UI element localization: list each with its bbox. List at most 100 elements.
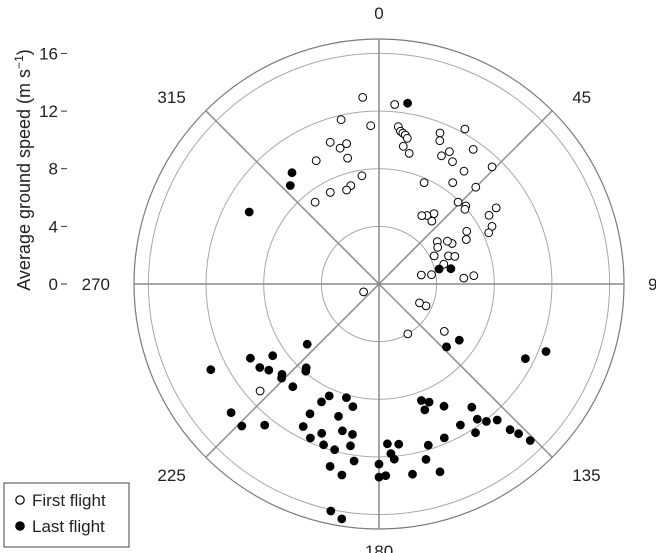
first-flight-point [459, 166, 469, 176]
last-flight-point [324, 391, 334, 401]
last-flight-point [317, 428, 327, 438]
last-flight-point [435, 467, 445, 477]
first-flight-point [325, 188, 335, 197]
last-flight-point [337, 514, 347, 524]
radial-tick-label: 16 [39, 44, 58, 63]
last-flight-point [330, 445, 340, 455]
last-flight-point [319, 440, 329, 450]
data-points [206, 93, 551, 524]
last-flight-point [348, 430, 357, 439]
first-flight-point [417, 211, 427, 221]
angle-label-315: 315 [157, 88, 185, 107]
first-flight-point [460, 204, 470, 214]
first-flight-point [468, 145, 478, 154]
last-flight-point [206, 365, 216, 375]
last-flight-point [420, 405, 430, 415]
last-flight-point [348, 402, 358, 412]
first-flight-point [435, 136, 445, 146]
first-flight-point [448, 178, 458, 188]
legend-label-first-flight: First flight [32, 491, 106, 510]
angle-label-45: 45 [572, 88, 591, 107]
last-flight-point [337, 470, 347, 480]
last-flight-point [471, 428, 480, 438]
last-flight-point [244, 207, 254, 217]
first-flight-point [484, 210, 494, 220]
last-flight-point [226, 408, 236, 418]
first-flight-point [453, 197, 463, 207]
first-flight-point [459, 273, 469, 283]
last-flight-point [285, 181, 295, 190]
last-flight-point [255, 363, 265, 372]
first-flight-point [342, 139, 352, 149]
last-flight-point [346, 441, 355, 451]
first-flight-point [435, 128, 445, 138]
first-flight-point [460, 124, 470, 134]
first-flight-point [462, 226, 472, 236]
first-flight-point [461, 235, 471, 244]
last-flight-point [277, 373, 287, 383]
last-flight-point [521, 354, 530, 364]
legend-label-last-flight: Last flight [32, 517, 105, 536]
last-flight-point [325, 462, 335, 471]
angle-label-225: 225 [157, 466, 185, 485]
last-flight-point [260, 420, 270, 430]
last-flight-point [541, 347, 551, 356]
first-flight-point [357, 171, 367, 181]
first-flight-point [469, 271, 479, 281]
last-flight-point [424, 397, 434, 407]
radial-tick-label: 0 [49, 275, 58, 294]
polar-grid [133, 38, 625, 530]
first-flight-point [429, 251, 439, 261]
last-flight-point [264, 365, 274, 375]
first-flight-point [491, 203, 501, 213]
first-flight-point [437, 151, 446, 161]
first-flight-point [311, 156, 321, 166]
last-flight-point [268, 351, 278, 361]
last-flight-point [326, 506, 336, 516]
first-flight-point [255, 386, 265, 396]
last-flight-point [423, 440, 433, 450]
angle-label-180: 180 [365, 542, 393, 553]
first-flight-point [336, 115, 346, 125]
last-flight-point [408, 469, 417, 479]
last-flight-point [456, 420, 465, 430]
last-flight-point [472, 414, 482, 424]
angle-labels: 0 45 90 135 180 225 270 315 [82, 4, 656, 553]
radial-tick-label: 8 [49, 160, 58, 179]
last-flight-point [302, 339, 312, 349]
last-flight-point [394, 439, 404, 449]
first-flight-point [366, 121, 376, 131]
radial-tick-label: 4 [49, 217, 58, 236]
last-flight-point [417, 396, 426, 405]
angle-label-90: 90 [648, 275, 656, 294]
legend-marker-last-flight [15, 521, 25, 531]
last-flight-point [446, 264, 456, 274]
first-flight-point [419, 178, 429, 188]
first-flight-point [439, 327, 449, 336]
last-flight-point [338, 426, 347, 436]
radial-axis: 0 4 8 12 16 [39, 44, 67, 294]
last-flight-point [525, 436, 535, 445]
first-flight-point [310, 197, 320, 207]
last-flight-point [442, 342, 451, 352]
first-flight-point [416, 270, 426, 280]
last-flight-point [374, 472, 384, 482]
last-flight-point [334, 411, 343, 421]
last-flight-point [305, 409, 315, 419]
first-flight-point [325, 137, 335, 147]
first-flight-point [404, 149, 414, 158]
last-flight-point [439, 433, 449, 443]
spoke-line [205, 110, 380, 285]
last-flight-point [386, 449, 396, 459]
first-flight-point [433, 242, 443, 252]
first-flight-point [390, 100, 400, 109]
last-flight-point [454, 335, 464, 345]
first-flight-point [429, 209, 439, 219]
last-flight-point [482, 417, 491, 426]
legend-box [3, 482, 130, 548]
last-flight-point [374, 459, 384, 469]
first-flight-point [342, 185, 352, 195]
first-flight-point [359, 287, 369, 297]
first-flight-point [445, 147, 454, 157]
